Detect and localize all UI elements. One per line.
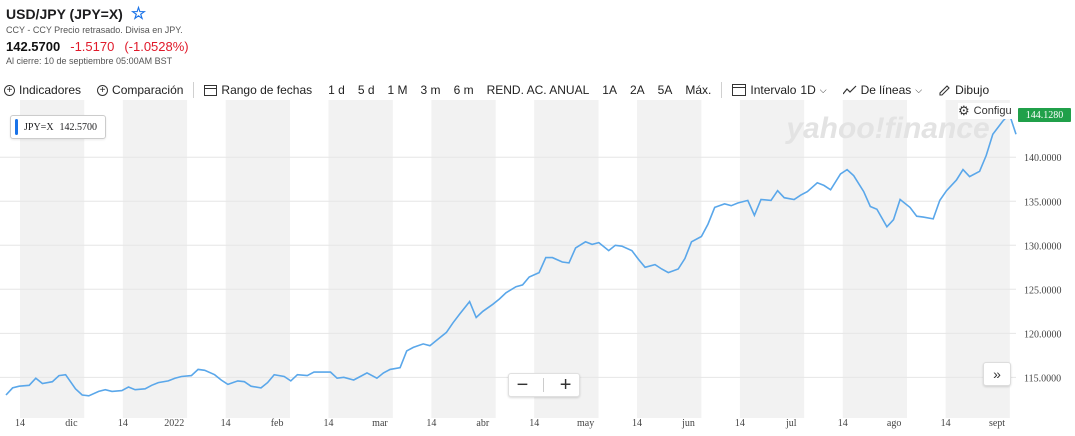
time-band [122,100,188,418]
current-price: 142.5700 [6,39,61,54]
interval-icon [732,84,747,96]
x-tick-label: sept [989,418,1005,429]
symbol-name: USD/JPY (JPY=X) [6,6,123,22]
price-chart[interactable]: yahoo!finance 115.0000 120.0000 125.0000 13… [0,100,1075,436]
x-tick-label: jun [681,418,695,429]
comparison-button[interactable]: + Comparación [97,83,183,97]
range-1d[interactable]: 1 d [328,83,345,97]
time-band [842,100,908,418]
zoom-in-button[interactable]: + [559,373,572,396]
x-tick-label: 14 [15,418,25,429]
range-5y[interactable]: 5A [657,83,673,97]
chart-type-label: De líneas [860,83,912,97]
x-tick-label: 14 [632,418,642,429]
plus-circle-icon: + [97,84,109,96]
quote-subtitle: CCY - CCY Precio retrasado. Divisa en JP… [6,25,183,35]
time-band [637,100,702,418]
configure-label: Configu [973,105,1012,117]
y-tick-label: 135.0000 [1024,197,1062,208]
x-tick-label: 14 [324,418,334,429]
x-tick-label: 14 [838,418,848,429]
plus-circle-icon: + [4,84,15,96]
x-tick-label: may [577,418,594,429]
range-1m[interactable]: 1 M [387,83,408,97]
price-change: -1.5170 [70,39,115,54]
range-ytd[interactable]: REND. AC. ANUAL [486,83,590,97]
date-range-label: Rango de fechas [221,83,313,97]
last-value-badge: 144.1280 [1018,108,1071,122]
price-row: 142.5700 -1.5170 (-1.0528%) [6,39,189,54]
x-tick-label: 14 [735,418,745,429]
x-tick-label: feb [271,418,284,429]
y-tick-label: 115.0000 [1024,373,1061,384]
time-band [534,100,599,418]
x-tick-label: 14 [118,418,128,429]
x-tick-label: 14 [426,418,436,429]
interval-value: 1D [800,83,816,97]
close-info: Al cierre: 10 de septiembre 05:00AM BST [6,56,173,66]
y-tick-label: 125.0000 [1024,285,1062,296]
range-3m[interactable]: 3 m [420,83,441,97]
pencil-icon [939,84,950,96]
series-color-marker [15,119,18,135]
series-tooltip: JPY=X 142.5700 [10,115,107,139]
x-tick-label: jul [785,418,797,429]
x-tick-label: abr [476,418,489,429]
zoom-control: − + [508,373,580,397]
line-chart-icon [842,85,856,95]
x-tick-label: 2022 [164,418,184,429]
chart-toolbar: + Indicadores + Comparación Rango de fec… [4,82,989,98]
zoom-divider [543,378,545,392]
tooltip-value: 142.5700 [59,121,98,133]
chart-type-dropdown[interactable]: De líneas ⌵ [842,83,923,97]
chevron-down-icon: ⌵ [915,84,923,95]
price-change-percent: (-1.0528%) [124,39,189,54]
x-tick-label: 14 [529,418,539,429]
time-band [225,100,290,418]
interval-label: Intervalo [750,83,797,97]
toolbar-divider [193,82,195,98]
x-tick-label: 14 [221,418,231,429]
time-band [20,100,85,418]
x-tick-label: mar [372,418,388,429]
draw-label: Dibujo [955,83,990,97]
star-icon[interactable]: ☆ [130,4,147,23]
range-5d[interactable]: 5 d [357,83,375,97]
y-tick-label: 120.0000 [1024,329,1062,340]
time-band [739,100,805,418]
tooltip-symbol: JPY=X [24,121,54,133]
x-tick-label: dic [65,418,78,429]
gear-icon: ⚙ [958,103,970,118]
draw-button[interactable]: Dibujo [938,83,989,97]
quote-title: USD/JPY (JPY=X) ☆ [6,4,147,23]
configure-button[interactable]: ⚙ Configu [958,103,1018,119]
y-tick-label: 140.0000 [1024,153,1062,164]
expand-button[interactable]: » [983,362,1011,386]
zoom-out-button[interactable]: − [516,373,529,396]
range-1y[interactable]: 1A [602,83,617,97]
x-tick-label: ago [887,418,901,429]
chevron-down-icon: ⌵ [819,84,827,95]
range-6m[interactable]: 6 m [453,83,474,97]
interval-dropdown[interactable]: Intervalo 1D ⌵ [732,83,827,97]
x-tick-label: 14 [941,418,951,429]
range-max[interactable]: Máx. [685,83,712,97]
indicators-label: Indicadores [19,83,82,97]
toolbar-divider [721,82,723,98]
indicators-button[interactable]: + Indicadores [4,83,81,97]
price-series-line [5,112,1017,397]
comparison-label: Comparación [112,83,184,97]
time-band [431,100,496,418]
time-band [328,100,393,418]
calendar-icon [204,85,218,96]
y-tick-label: 130.0000 [1024,241,1062,252]
date-range-button[interactable]: Rango de fechas [204,83,312,97]
yahoo-finance-watermark: yahoo!finance [784,112,989,145]
range-2y[interactable]: 2A [629,83,645,97]
